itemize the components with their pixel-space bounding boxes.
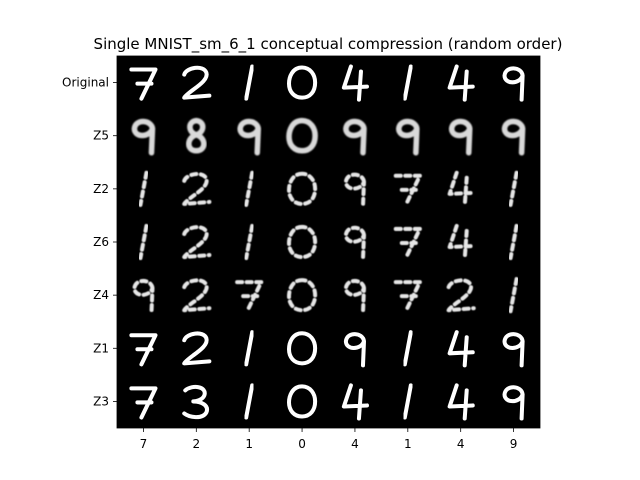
digit-cell-r2-c3 [286,171,318,206]
row-axis: Original Z5 Z2 Z6 Z4 Z1 Z3 [62,76,117,408]
digit-cell-r1-c2 [237,118,261,156]
digit-cell-r0-c1 [182,65,212,100]
column-label: 7 [140,437,148,451]
digit-cell-r4-c3 [286,278,318,313]
digit-cell-r6-c3 [286,384,318,419]
row-label: Z2 [93,182,109,196]
digit-cell-r2-c4 [343,172,366,208]
digit-cell-r3-c6 [447,223,475,262]
digit-cell-r1-c1 [186,117,207,154]
digit-cell-r2-c7 [508,170,519,207]
column-label: 4 [457,437,465,451]
digit-cell-r4-c0 [132,278,155,315]
digit-cell-r4-c5 [393,280,422,314]
digit-cell-r4-c7 [508,277,519,314]
digit-cell-r0-c5 [402,64,413,101]
digit-cell-r2-c6 [447,170,475,208]
digit-cell-r2-c0 [138,170,149,207]
row-label: Z6 [93,235,109,249]
digit-cell-r5-c0 [129,333,158,367]
column-label: 2 [192,437,200,451]
digit-cell-r0-c0 [129,67,158,101]
digit-cell-r2-c5 [393,173,422,207]
digit-cell-r1-c5 [396,118,420,156]
digit-cell-r4-c6 [446,278,476,313]
digit-cell-r3-c0 [138,223,149,261]
digit-cell-r3-c4 [343,225,366,262]
digit-cell-r5-c6 [447,330,475,368]
digit-cell-r6-c4 [341,383,370,421]
row-label: Z5 [93,129,109,143]
digit-cell-r0-c3 [286,65,318,100]
row-label: Original [62,76,109,90]
digit-cell-r5-c3 [286,331,318,366]
image-grid [117,56,540,428]
digit-cell-r5-c1 [182,331,212,366]
digit-cell-r6-c0 [129,386,158,420]
digit-cell-r6-c6 [447,383,475,421]
digit-cell-r2-c1 [182,172,212,206]
digit-cell-r4-c1 [182,278,212,313]
digit-cell-r0-c4 [341,64,370,102]
column-axis: 7 2 1 0 4 1 4 9 [140,428,518,451]
digit-cell-r1-c4 [343,118,367,156]
digit-cell-r4-c2 [235,280,264,314]
row-label: Z3 [93,394,109,408]
image-grid-background [117,56,540,428]
digit-cell-r1-c0 [131,118,156,156]
digit-cell-r3-c7 [508,223,519,261]
column-label: 1 [404,437,412,451]
digit-cell-r1-c6 [448,118,473,156]
digit-cell-r0-c2 [244,64,255,101]
digit-cell-r2-c2 [244,170,255,207]
digit-cell-r0-c7 [502,66,525,102]
digit-cell-r1-c3 [286,117,318,154]
digit-cell-r3-c3 [286,224,318,260]
digit-cell-r3-c2 [244,223,255,261]
digit-cell-r6-c7 [502,385,525,421]
digit-cell-r1-c7 [501,118,526,156]
column-label: 9 [510,437,518,451]
digit-cell-r3-c5 [393,226,422,261]
column-label: 0 [298,437,306,451]
figure-title: Single MNIST_sm_6_1 conceptual compressi… [94,35,563,54]
digit-cell-r5-c5 [402,330,413,367]
digit-cell-r5-c2 [244,330,255,367]
digit-cell-r4-c4 [343,278,366,315]
row-label: Z4 [93,288,109,302]
column-label: 4 [351,437,359,451]
digit-cell-r6-c1 [182,384,209,420]
digit-cell-r6-c2 [244,383,255,420]
digit-glyphs [129,64,526,421]
digit-cell-r0-c6 [447,64,475,102]
digit-cell-r5-c4 [343,332,366,368]
digit-cell-r5-c7 [502,332,525,368]
row-label: Z1 [93,341,109,355]
digit-cell-r6-c5 [402,383,413,420]
column-label: 1 [245,437,253,451]
digit-cell-r3-c1 [182,225,212,260]
